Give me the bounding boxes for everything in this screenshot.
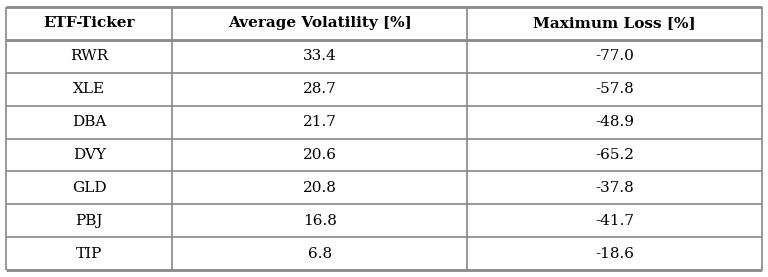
Text: -37.8: -37.8 — [595, 181, 634, 195]
Text: -18.6: -18.6 — [595, 247, 634, 261]
Text: 6.8: 6.8 — [308, 247, 332, 261]
Text: Maximum Loss [%]: Maximum Loss [%] — [533, 16, 696, 30]
Text: 21.7: 21.7 — [303, 115, 336, 129]
Text: 16.8: 16.8 — [303, 214, 336, 228]
Text: 28.7: 28.7 — [303, 82, 336, 96]
Text: TIP: TIP — [76, 247, 102, 261]
Text: -65.2: -65.2 — [595, 148, 634, 162]
Text: PBJ: PBJ — [75, 214, 103, 228]
Text: ETF-Ticker: ETF-Ticker — [44, 16, 135, 30]
Text: GLD: GLD — [72, 181, 107, 195]
Text: -57.8: -57.8 — [595, 82, 634, 96]
Text: -77.0: -77.0 — [595, 49, 634, 63]
Text: Average Volatility [%]: Average Volatility [%] — [228, 16, 412, 30]
Text: DVY: DVY — [73, 148, 106, 162]
Text: 20.6: 20.6 — [303, 148, 336, 162]
Text: RWR: RWR — [70, 49, 108, 63]
Text: -48.9: -48.9 — [595, 115, 634, 129]
Text: 33.4: 33.4 — [303, 49, 336, 63]
Text: XLE: XLE — [73, 82, 105, 96]
Text: 20.8: 20.8 — [303, 181, 336, 195]
Text: -41.7: -41.7 — [595, 214, 634, 228]
Text: DBA: DBA — [72, 115, 107, 129]
